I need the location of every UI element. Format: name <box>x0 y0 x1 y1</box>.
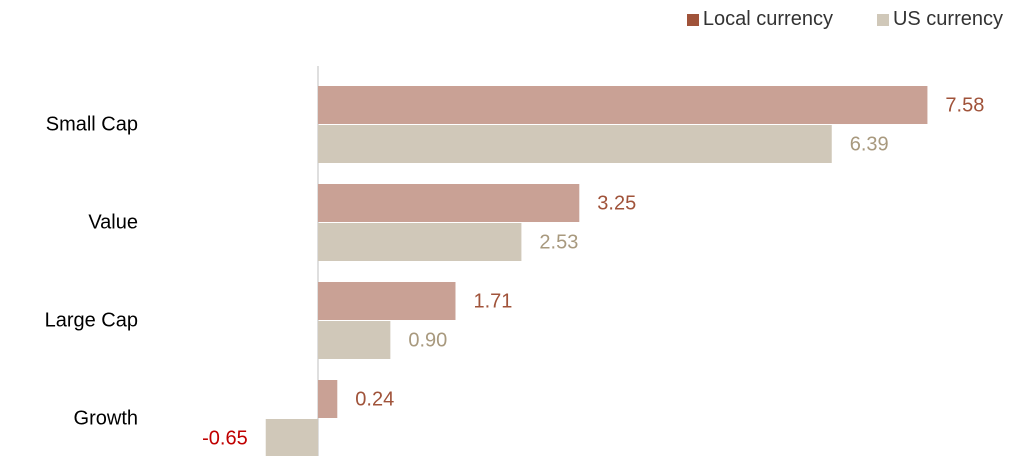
bar-local-currency-value <box>318 184 580 222</box>
value-label-local-currency-small-cap: 7.58 <box>945 94 984 116</box>
value-label-local-currency-value: 3.25 <box>597 192 636 214</box>
chart-legend: Local currency US currency <box>686 8 1003 31</box>
category-label-large-cap: Large Cap <box>45 309 138 331</box>
bar-us-currency-value <box>318 223 522 261</box>
category-label-value: Value <box>88 211 138 233</box>
value-label-us-currency-growth: -0.65 <box>202 427 248 449</box>
bar-us-currency-small-cap <box>318 125 832 163</box>
value-label-us-currency-small-cap: 6.39 <box>850 133 889 155</box>
category-label-small-cap: Small Cap <box>46 113 138 135</box>
legend-label-local: Local currency <box>702 8 833 30</box>
category-label-growth: Growth <box>74 407 138 429</box>
legend-swatch-us <box>876 13 889 26</box>
legend-label-us: US currency <box>892 8 1003 30</box>
bar-us-currency-growth <box>265 419 318 456</box>
bar-local-currency-growth <box>318 380 338 418</box>
value-label-us-currency-value: 2.53 <box>539 231 578 253</box>
value-label-us-currency-large-cap: 0.90 <box>408 329 447 351</box>
value-label-local-currency-large-cap: 1.71 <box>473 290 512 312</box>
legend-swatch-local <box>686 13 699 26</box>
legend-item-us: US currency <box>876 8 1003 31</box>
legend-item-local: Local currency <box>686 8 833 31</box>
bar-local-currency-large-cap <box>318 282 456 320</box>
bar-us-currency-large-cap <box>318 321 391 359</box>
bar-local-currency-small-cap <box>318 86 928 124</box>
value-label-local-currency-growth: 0.24 <box>355 388 394 410</box>
